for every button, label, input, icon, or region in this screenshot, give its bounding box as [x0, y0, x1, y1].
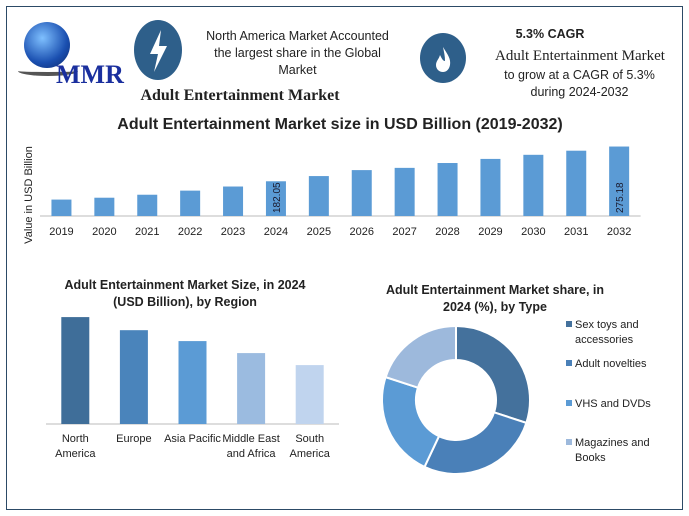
- legend-swatch: [566, 360, 572, 366]
- x-tick-label: 2027: [392, 226, 416, 238]
- x-tick-label: 2028: [435, 226, 459, 238]
- x-tick-label: 2020: [92, 226, 116, 238]
- bar-2022: [180, 190, 201, 216]
- x-tick-label: America: [290, 448, 331, 460]
- bar-2025: [308, 176, 329, 216]
- logo-text: MMR: [56, 60, 124, 89]
- lightning-bolt-icon: [134, 20, 182, 80]
- x-tick-label: 2019: [49, 226, 73, 238]
- region-bar-chart: North America Europe Asia Pacific Middle Eas…: [46, 317, 339, 460]
- x-tick-label: 2022: [178, 226, 202, 238]
- cagr-title: 5.3% CAGR: [515, 27, 585, 41]
- market-name: Adult Entertainment Market: [140, 87, 340, 104]
- legend-label: VHS and DVDs: [575, 398, 651, 410]
- bar-2031: [566, 150, 587, 216]
- legend-swatch: [566, 400, 572, 406]
- x-tick-label: Middle East: [222, 433, 279, 445]
- x-tick-label: 2021: [135, 226, 159, 238]
- x-tick-label: 2024: [264, 226, 288, 238]
- main-bar-chart: Value in USD Billion 2019 2020 2021 2022 2023…: [23, 146, 641, 244]
- bar-middle-east-and-africa: [237, 353, 266, 424]
- region-note: North America Market Accounted the large…: [206, 29, 389, 77]
- bar-2026: [351, 170, 372, 216]
- data-label: 182.05: [272, 182, 283, 213]
- bar-north-america: [61, 317, 90, 424]
- bar-2028: [437, 163, 458, 216]
- donut-slice: [381, 375, 441, 469]
- bar-south-america: [295, 365, 324, 424]
- x-tick-label: Asia Pacific: [164, 433, 221, 445]
- bar-europe: [119, 330, 148, 424]
- bar-2024: [265, 181, 286, 216]
- donut-slice: [455, 324, 531, 425]
- x-tick-label: Europe: [116, 433, 151, 445]
- mmr-logo: MMR: [14, 20, 134, 90]
- cagr-text: to grow at a CAGR of 5.3% during 2024-20…: [504, 68, 655, 99]
- legend-label: Magazines and Books: [575, 437, 650, 464]
- donut-slice: [384, 324, 457, 389]
- main-chart-title: Adult Entertainment Market size in USD B…: [117, 116, 563, 133]
- bar-2032: [609, 146, 630, 216]
- donut-slice: [423, 411, 528, 475]
- y-axis-label: Value in USD Billion: [23, 146, 35, 244]
- bar-asia-pacific: [178, 341, 207, 424]
- x-tick-label: 2023: [221, 226, 245, 238]
- legend-label: Sex toys and accessories: [575, 320, 639, 346]
- x-tick-label: 2029: [478, 226, 502, 238]
- logo-swoosh: [18, 66, 78, 76]
- infographic-frame: [6, 6, 683, 510]
- type-chart-title: Adult Entertainment Market share, in 202…: [385, 283, 605, 314]
- bar-2027: [394, 167, 415, 216]
- x-tick-label: 2031: [564, 226, 588, 238]
- data-label: 275.18: [615, 182, 626, 213]
- type-donut-chart: Sex toys and accessories Adult novelties VH…: [381, 320, 651, 475]
- cagr-market: Adult Entertainment Market: [495, 48, 665, 64]
- legend-swatch: [566, 439, 572, 445]
- flame-icon: [420, 33, 466, 83]
- legend-label: Adult novelties: [575, 358, 647, 370]
- globe-icon: [24, 22, 70, 68]
- bar-2029: [480, 158, 501, 216]
- x-tick-label: North: [62, 433, 89, 445]
- x-tick-label: 2030: [521, 226, 545, 238]
- region-chart-title: Adult Entertainment Market Size, in 2024…: [64, 278, 306, 309]
- legend-swatch: [566, 321, 572, 327]
- bar-2020: [94, 197, 115, 216]
- x-tick-label: South: [295, 433, 324, 445]
- bar-2021: [137, 194, 158, 216]
- bar-2030: [523, 154, 544, 216]
- x-tick-label: 2026: [350, 226, 374, 238]
- x-tick-label: and Africa: [227, 448, 277, 460]
- x-tick-label: 2025: [307, 226, 331, 238]
- bar-2019: [51, 199, 72, 216]
- x-tick-label: 2032: [607, 226, 631, 238]
- x-tick-label: America: [55, 448, 96, 460]
- bar-2023: [223, 186, 244, 216]
